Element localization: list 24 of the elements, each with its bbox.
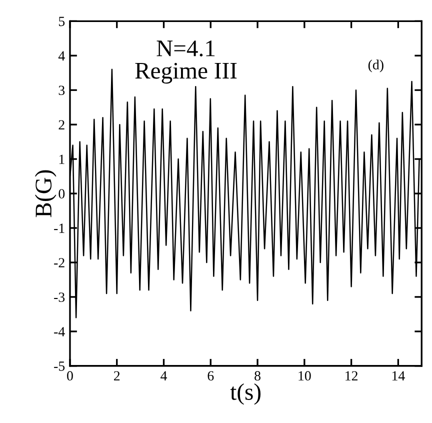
y-axis-title: B(G) [34, 170, 56, 218]
y-tick-label: -5 [54, 362, 65, 371]
x-tick-label: 10 [298, 371, 311, 381]
y-tick-label: -1 [54, 224, 64, 233]
x-axis-title: t(s) [230, 383, 261, 405]
y-tick-label: 3 [58, 86, 65, 96]
y-tick-label: 2 [58, 120, 64, 130]
x-tick-label: 12 [346, 371, 358, 380]
x-tick-label: 6 [208, 371, 214, 381]
annotation: (d) [368, 60, 384, 72]
y-tick-label: 0 [58, 189, 65, 198]
x-tick-label: 14 [392, 371, 405, 380]
y-tick-label: -3 [54, 292, 65, 302]
y-tick-label: -2 [54, 258, 64, 268]
y-tick-label: 4 [58, 51, 65, 60]
x-tick-label: 8 [254, 371, 260, 381]
annotation: N=4.1 [156, 40, 215, 56]
y-tick-label: 1 [59, 154, 64, 164]
annotation: Regime III [135, 62, 237, 84]
x-tick-label: 4 [160, 371, 168, 380]
x-tick-label: 0 [67, 371, 73, 381]
y-tick-label: -4 [54, 327, 65, 336]
y-tick-label: 5 [58, 16, 65, 26]
x-tick-label: 2 [114, 371, 120, 380]
